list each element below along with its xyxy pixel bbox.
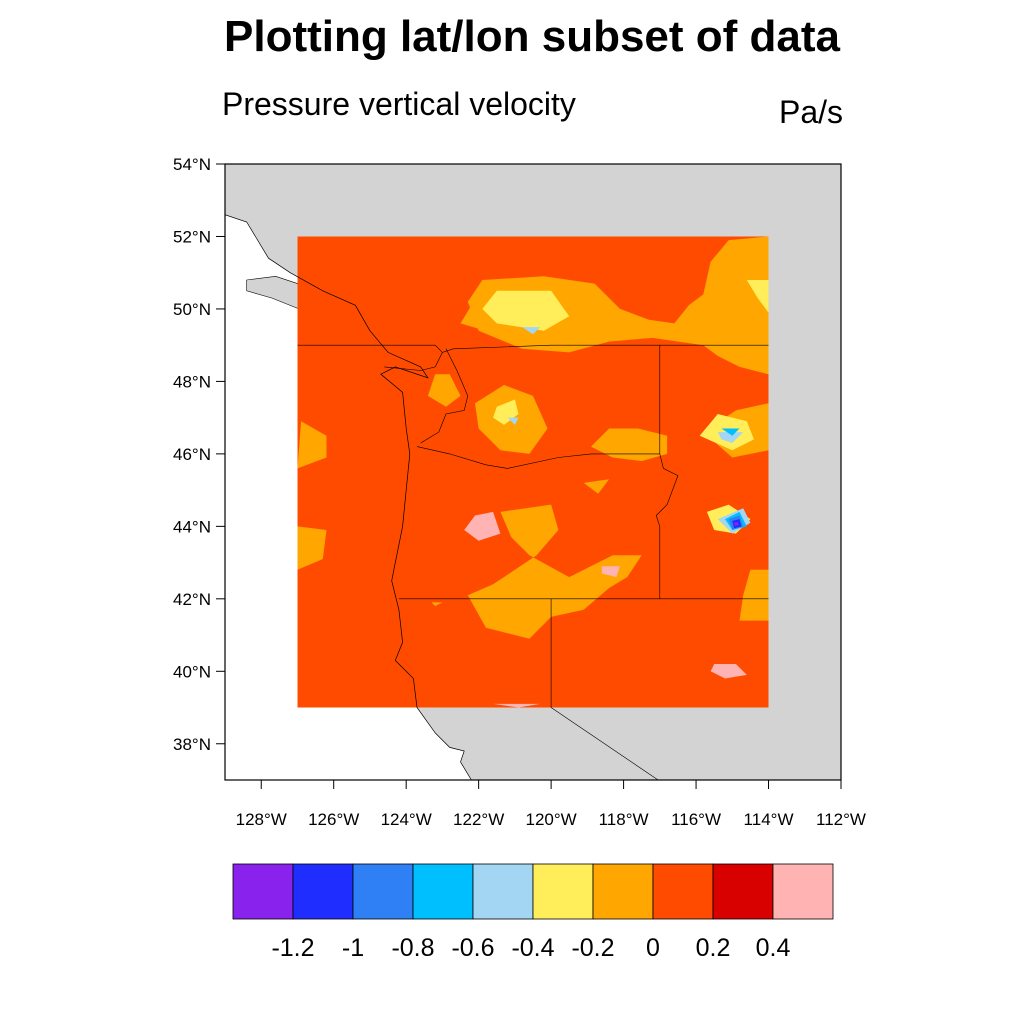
contour-region <box>717 432 744 443</box>
plot-frame <box>224 163 842 781</box>
y-tick-label: 46°N <box>173 445 211 464</box>
x-tick-label: 114°W <box>744 810 794 829</box>
colorbar-swatch <box>472 863 534 920</box>
colorbar-label: -1 <box>342 934 364 962</box>
colorbar-swatch <box>412 863 474 920</box>
y-tick-label: 44°N <box>173 517 211 536</box>
colorbar-swatch <box>232 863 294 920</box>
contour-region <box>710 664 747 679</box>
contour-region <box>739 569 769 621</box>
colorbar: -1.2 -1 -0.8 -0.6 -0.4 -0.2 0 0.2 0.4 <box>232 863 834 962</box>
political-border <box>384 352 443 371</box>
contour-region <box>493 703 541 708</box>
political-border <box>420 348 469 444</box>
contour-region <box>460 236 613 259</box>
x-tick-label: 118°W <box>599 810 649 829</box>
y-tick-label: 54°N <box>173 155 211 174</box>
y-tick-label: 48°N <box>173 372 211 391</box>
x-tick-label: 120°W <box>526 810 577 829</box>
contour-region <box>467 504 642 639</box>
colorbar-swatch <box>652 863 714 920</box>
contour-region <box>522 327 541 335</box>
contour-region <box>297 236 385 317</box>
chart-title: Plotting lat/lon subset of data <box>224 12 840 61</box>
y-tick-label: 42°N <box>173 590 211 609</box>
contour-region <box>467 236 769 375</box>
colorbar-label: -0.8 <box>391 934 434 962</box>
contour-region <box>297 421 327 469</box>
contour-region <box>409 472 537 552</box>
contour-region <box>297 526 327 570</box>
contour-region <box>746 280 769 313</box>
x-tick-label: 112°W <box>816 810 866 829</box>
colorbar-label: 0.2 <box>696 934 731 962</box>
contour-region <box>427 374 461 407</box>
contour-region <box>297 301 302 320</box>
colorbar-label: -0.4 <box>511 934 554 962</box>
contour-region <box>591 428 668 462</box>
units-label: Pa/s <box>778 94 843 130</box>
colorbar-label: 0 <box>646 934 660 962</box>
colorbar-label: -1.2 <box>271 934 314 962</box>
contour-region <box>351 435 403 469</box>
y-tick-label: 40°N <box>173 662 211 681</box>
colorbar-swatch <box>592 863 654 920</box>
y-tick-label: 52°N <box>173 227 211 246</box>
political-border <box>550 707 659 780</box>
colorbar-swatch <box>712 863 774 920</box>
contour-region <box>734 522 739 526</box>
contour-region <box>482 501 707 708</box>
colorbar-label: -0.6 <box>451 934 494 962</box>
colorbar-swatch <box>532 863 594 920</box>
map-layers <box>225 164 841 780</box>
contour-region <box>721 428 740 436</box>
contour-region <box>507 417 519 425</box>
coastline <box>225 214 472 780</box>
variable-name: Pressure vertical velocity <box>222 86 576 122</box>
contour-region <box>464 511 501 541</box>
y-tick-label: 38°N <box>173 735 211 754</box>
x-tick-label: 124°W <box>381 810 432 829</box>
contour-region <box>482 290 570 331</box>
y-tick-label: 50°N <box>173 300 211 319</box>
x-tick-label: 126°W <box>308 810 359 829</box>
axes: 128°W 126°W 124°W 122°W 120°W 118°W 116°W 114°W… <box>173 155 866 829</box>
colorbar-swatch <box>352 863 414 920</box>
x-tick-label: 128°W <box>236 810 287 829</box>
colorbar-swatch <box>772 863 834 920</box>
x-tick-label: 116°W <box>671 810 721 829</box>
colorbar-label: -0.2 <box>571 934 614 962</box>
contour-region <box>601 566 620 578</box>
colorbar-label: 0.4 <box>756 934 791 962</box>
colorbar-swatch <box>292 863 354 920</box>
x-tick-label: 122°W <box>453 810 504 829</box>
contour-region <box>431 602 443 607</box>
contour-region <box>583 479 610 494</box>
contour-field <box>297 236 769 708</box>
